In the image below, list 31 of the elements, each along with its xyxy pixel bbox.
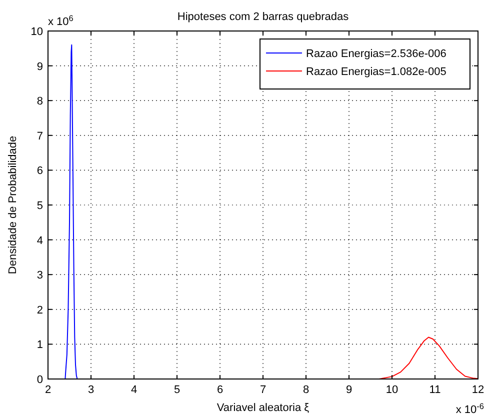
y-tick-label: 3 — [36, 270, 43, 282]
chart-title: Hipoteses com 2 barras quebradas — [177, 11, 350, 23]
x-tick-label: 5 — [174, 384, 180, 396]
y-tick-label: 1 — [36, 339, 43, 352]
legend-label: Razao Energias=2.536e-006 — [306, 48, 446, 60]
x-tick-label: 4 — [130, 384, 138, 396]
y-tick-label: 0 — [36, 374, 43, 386]
x-tick-label: 6 — [216, 384, 224, 396]
x-tick-label: 8 — [302, 384, 310, 396]
y-tick-label: 10 — [30, 26, 43, 38]
x-tick-label: 11 — [429, 384, 441, 396]
y-axis-title: Densidade de Probabilidade — [7, 136, 19, 274]
text: x 10$^{-6}$ — [456, 402, 484, 416]
x-tick-label: 2 — [44, 384, 52, 396]
line-series — [378, 336, 478, 380]
y-tick-label: 2 — [36, 304, 43, 316]
line-series — [64, 44, 78, 380]
x-tick-label: 12 — [472, 384, 484, 396]
y-tick-label: 8 — [36, 96, 43, 108]
x-tick-label: 7 — [260, 384, 266, 396]
y-tick-label: 4 — [36, 234, 43, 247]
x-tick-label: 3 — [88, 384, 94, 396]
y-tick-label: 9 — [36, 60, 43, 73]
legend-label: Razao Energias=1.082e-005 — [306, 66, 446, 78]
x-axis-title: Variavel aleatoria ξ — [216, 402, 310, 414]
text: x 10$^{6}$ — [48, 14, 74, 28]
x-tick-label: 9 — [346, 384, 352, 396]
y-tick-label: 7 — [36, 130, 43, 142]
x-tick-label: 10 — [386, 384, 398, 396]
y-tick-label: 6 — [36, 165, 43, 178]
y-tick-label: 5 — [36, 200, 43, 212]
